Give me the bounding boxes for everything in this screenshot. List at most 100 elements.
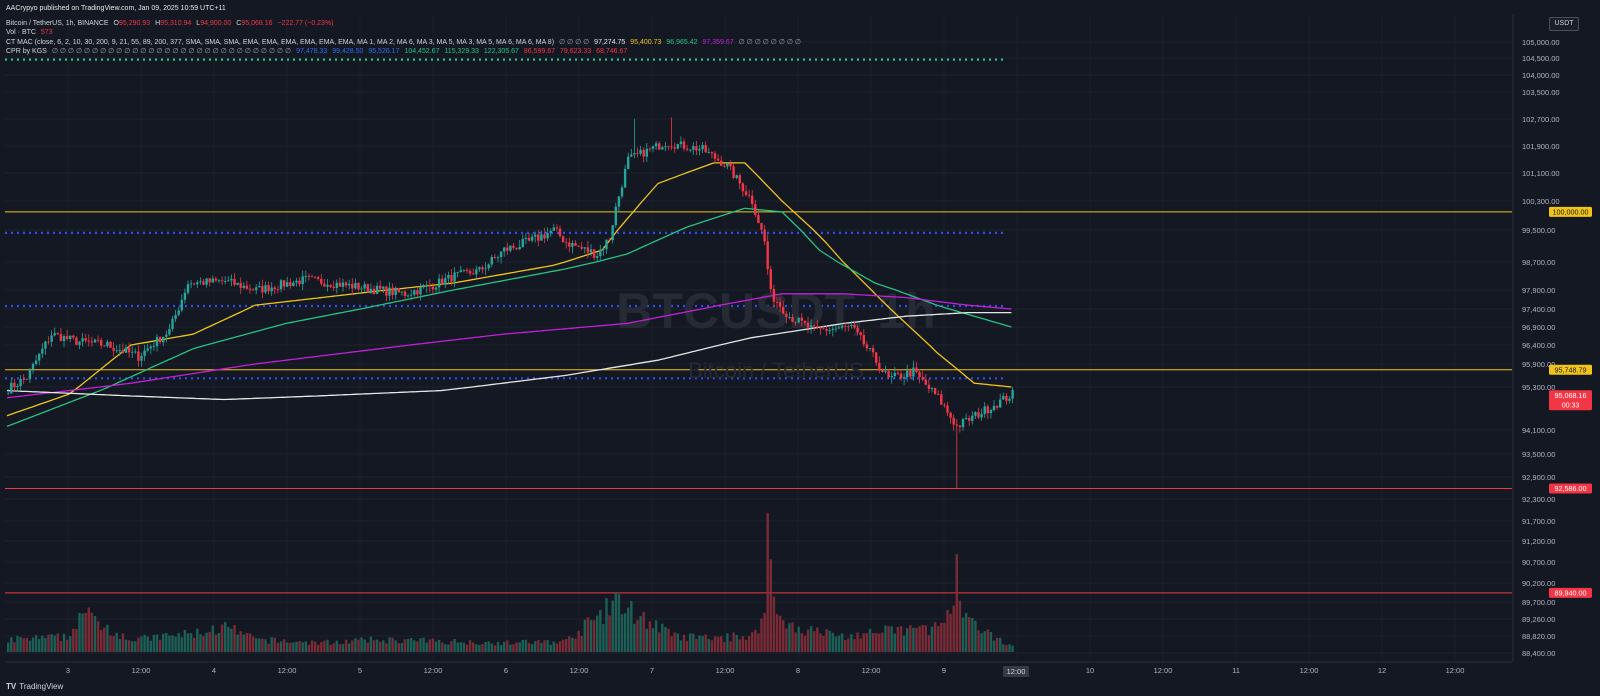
ct-mac-legend[interactable]: CT MAC (close, 6, 2, 10, 30, 200, 9, 21,… bbox=[6, 38, 804, 47]
price-tag-label: 95,748.79 bbox=[1555, 365, 1587, 374]
volume-bar bbox=[909, 625, 912, 652]
volume-bar bbox=[1008, 644, 1011, 652]
volume-bar bbox=[623, 613, 627, 652]
candle-body bbox=[775, 301, 779, 303]
cpr-value-9: 68,746.67 bbox=[596, 48, 628, 55]
candle-body bbox=[558, 228, 562, 237]
candle-body bbox=[989, 410, 993, 414]
candle-body bbox=[586, 247, 590, 253]
cpr-value-4: 104,452.67 bbox=[404, 48, 440, 55]
volume-bar bbox=[915, 627, 918, 652]
price-axis[interactable]: 105,000.00 104,500.00 104,000.00 103,500.00… bbox=[1522, 38, 1560, 658]
volume-bar bbox=[431, 638, 435, 652]
candle-body bbox=[338, 282, 342, 287]
candle-body bbox=[428, 285, 431, 287]
candle-body bbox=[859, 332, 862, 336]
change-value: −222.77 (−0.23%) bbox=[277, 20, 334, 27]
current-time-label: 12:00 bbox=[1007, 667, 1026, 676]
volume-bar bbox=[633, 623, 636, 652]
candle-body bbox=[329, 284, 332, 287]
volume-bar bbox=[276, 642, 280, 652]
price-tick-label: 96,400.00 bbox=[1522, 341, 1555, 350]
volume-bar bbox=[577, 630, 580, 652]
volume-bar bbox=[115, 632, 118, 652]
candle-body bbox=[794, 321, 797, 323]
candle-body bbox=[171, 318, 174, 330]
volume-bar bbox=[199, 634, 202, 652]
candle-body bbox=[747, 194, 751, 196]
watermark-name: Bitcoin / TetherUS bbox=[688, 358, 864, 383]
candle-body bbox=[720, 160, 723, 166]
cpr-legend[interactable]: CPR by KGS ∅ ∅ ∅ ∅ ∅ ∅ ∅ ∅ ∅ ∅ ∅ ∅ ∅ ∅ ∅… bbox=[6, 47, 630, 56]
price-tag-bg bbox=[1549, 483, 1592, 494]
candle-body bbox=[69, 335, 72, 340]
price-tick-label: 94,100.00 bbox=[1522, 426, 1555, 435]
candle-body bbox=[782, 307, 785, 314]
volume-bar bbox=[989, 631, 993, 652]
volume-bar bbox=[961, 617, 965, 652]
candle-body bbox=[698, 149, 701, 151]
candle-body bbox=[512, 245, 515, 248]
volume-bar bbox=[81, 613, 84, 652]
volume-bar bbox=[540, 642, 543, 652]
volume-bar bbox=[406, 638, 410, 652]
candle-body bbox=[964, 418, 968, 420]
candle-body bbox=[348, 283, 351, 286]
volume-bar bbox=[10, 637, 13, 652]
volume-bar bbox=[946, 609, 949, 652]
candle-body bbox=[509, 245, 512, 251]
volume-bar bbox=[400, 642, 404, 652]
currency-button[interactable]: USDT bbox=[1549, 17, 1579, 31]
volume-bar bbox=[921, 624, 924, 652]
candle-body bbox=[134, 351, 137, 353]
volume-bar bbox=[676, 633, 679, 652]
volume-bar bbox=[754, 629, 757, 652]
volume-bar bbox=[264, 639, 267, 652]
time-axis[interactable]: 3 12:00 4 12:00 5 12:00 6 12:00 7 12:00 8 12:00 9 12:… bbox=[66, 666, 1464, 677]
candle-body bbox=[577, 245, 580, 247]
volume-bar bbox=[326, 639, 329, 652]
volume-bar bbox=[1002, 644, 1005, 652]
volume-bar bbox=[995, 637, 999, 652]
volume-bar bbox=[127, 640, 131, 652]
candle-body bbox=[245, 285, 249, 289]
candle-body bbox=[958, 425, 962, 428]
price-tick-label: 103,500.00 bbox=[1522, 88, 1560, 97]
volume-bar bbox=[304, 641, 307, 652]
candle-body bbox=[921, 377, 924, 380]
open-label: O bbox=[113, 20, 119, 27]
volume-bar bbox=[515, 642, 518, 652]
footer-brand[interactable]: TV TradingView bbox=[6, 682, 63, 691]
volume-bar bbox=[853, 639, 856, 652]
candle-body bbox=[230, 278, 233, 281]
symbol-legend[interactable]: Bitcoin / TetherUS, 1h, BINANCE O95,290.… bbox=[6, 19, 337, 28]
candle-body bbox=[518, 246, 521, 250]
candle-body bbox=[202, 281, 205, 285]
volume-bar bbox=[738, 639, 741, 652]
candle-body bbox=[279, 280, 283, 290]
candle-body bbox=[149, 346, 152, 349]
candle-body bbox=[868, 348, 872, 349]
candle-body bbox=[261, 285, 264, 293]
candle-body bbox=[162, 336, 165, 343]
volume-bar bbox=[468, 640, 472, 652]
volume-bar bbox=[282, 639, 286, 652]
volume-bar bbox=[307, 644, 311, 652]
volume-bar bbox=[72, 628, 75, 652]
volume-bar bbox=[822, 635, 825, 652]
volume-bar bbox=[747, 636, 751, 652]
countdown-label: 00:33 bbox=[1562, 402, 1580, 409]
candle-body bbox=[943, 404, 946, 406]
volume-legend[interactable]: Vol · BTC 573 bbox=[6, 28, 56, 37]
candle-body bbox=[481, 267, 484, 270]
candle-body bbox=[809, 325, 813, 328]
candle-body bbox=[276, 289, 280, 291]
volume-bar bbox=[837, 635, 841, 652]
volume-bar bbox=[723, 641, 726, 652]
candle-body bbox=[503, 247, 506, 252]
volume-bar bbox=[372, 640, 376, 652]
candle-body bbox=[267, 285, 270, 292]
candle-body bbox=[81, 338, 84, 342]
ema-white-line bbox=[6, 311, 1012, 401]
